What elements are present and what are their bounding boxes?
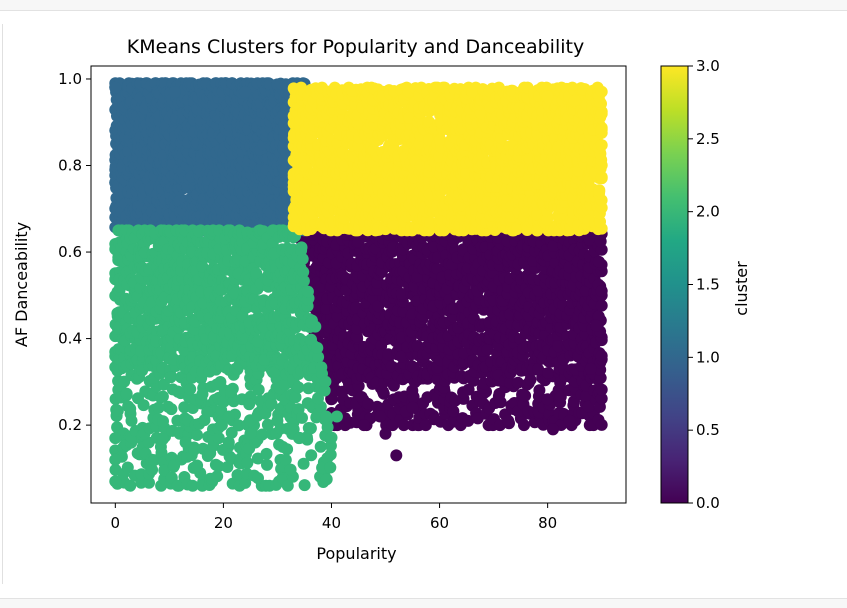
cluster-0-point: [595, 299, 608, 312]
cluster-2-point: [111, 404, 124, 417]
cluster-2-point: [191, 429, 203, 441]
top-cell-border: [0, 0, 847, 11]
cluster-2-point: [260, 447, 273, 460]
cluster-0-point: [386, 419, 399, 432]
cluster-2-point: [261, 458, 273, 471]
cluster-2-point: [137, 399, 150, 412]
cluster-2-point: [311, 341, 324, 354]
cluster-2-point: [156, 433, 169, 446]
cluster-0-point: [395, 350, 408, 363]
cluster-0-point: [362, 397, 375, 410]
cluster-2-point: [297, 275, 310, 287]
cluster-0-point: [462, 383, 475, 396]
cluster-0-point: [532, 363, 545, 376]
cluster-0-point: [447, 405, 460, 418]
cluster-0-point: [595, 383, 608, 396]
cluster-0-point: [592, 310, 605, 323]
cluster-2-point: [225, 385, 237, 398]
cluster-2-point: [164, 371, 177, 384]
cluster-2-point: [184, 383, 197, 396]
cluster-2-point: [120, 387, 133, 400]
cluster-2-point: [191, 459, 204, 472]
cluster-0-point: [524, 373, 537, 386]
cluster-2-point: [305, 449, 318, 462]
cluster-0-point: [595, 392, 608, 405]
cluster-0-point: [595, 418, 608, 431]
cluster-0-point: [511, 376, 524, 389]
cluster-0-point: [387, 241, 399, 254]
cluster-0-point: [419, 419, 432, 432]
cluster-0-point: [320, 302, 333, 315]
bottom-cell-border: [0, 598, 847, 608]
cluster-0-point: [407, 390, 420, 403]
cluster-0-point: [552, 340, 565, 353]
cluster-0-point: [519, 389, 532, 402]
cluster-2-point: [156, 390, 169, 403]
cluster-0-point: [385, 360, 398, 373]
cluster-0-point: [582, 400, 595, 413]
cluster-0-point: [502, 414, 515, 427]
cluster-0-point: [377, 385, 389, 398]
cluster-0-point: [533, 384, 546, 397]
cluster-0-point: [395, 288, 408, 300]
cluster-2-point: [124, 402, 137, 415]
cluster-2-point: [281, 443, 294, 456]
cluster-0-point: [542, 367, 555, 379]
cluster-2-point: [298, 479, 311, 492]
cluster-0-point: [372, 300, 385, 313]
cluster-2-point: [165, 403, 178, 416]
cluster-0-point: [547, 240, 560, 252]
cluster-2-point: [241, 456, 254, 469]
cluster-0-point: [382, 348, 395, 361]
cluster-2-point: [304, 422, 317, 435]
cluster-2-point: [305, 316, 318, 329]
cluster-2-point: [324, 461, 337, 474]
cluster-2-point: [252, 383, 265, 396]
cluster-0-point: [428, 240, 441, 253]
cluster-0-point: [462, 414, 475, 427]
cluster-0-point: [407, 361, 420, 374]
cluster-0-point: [532, 284, 545, 297]
cluster-2-point: [243, 398, 256, 411]
cluster-2-point: [315, 361, 328, 374]
cell-left-border: [2, 24, 3, 584]
cluster-0-point: [387, 379, 400, 392]
cluster-2-point: [296, 411, 308, 424]
cluster-2-point: [301, 285, 314, 298]
cluster-0-point: [518, 419, 530, 432]
cluster-0-point: [397, 419, 410, 432]
cluster-2-point: [320, 473, 333, 486]
cluster-2-point: [284, 463, 297, 476]
cluster-0-point: [481, 343, 494, 356]
cluster-0-point: [583, 234, 596, 246]
cluster-2-point: [319, 375, 332, 388]
cluster-0-point: [554, 390, 567, 403]
cluster-2-point: [295, 244, 308, 257]
chart-title: KMeans Clusters for Popularity and Dance…: [127, 36, 584, 58]
cluster-2-point: [325, 431, 338, 444]
cluster-0-point: [592, 255, 605, 268]
scatter-points: [109, 77, 608, 492]
cluster-2-point: [157, 415, 169, 428]
